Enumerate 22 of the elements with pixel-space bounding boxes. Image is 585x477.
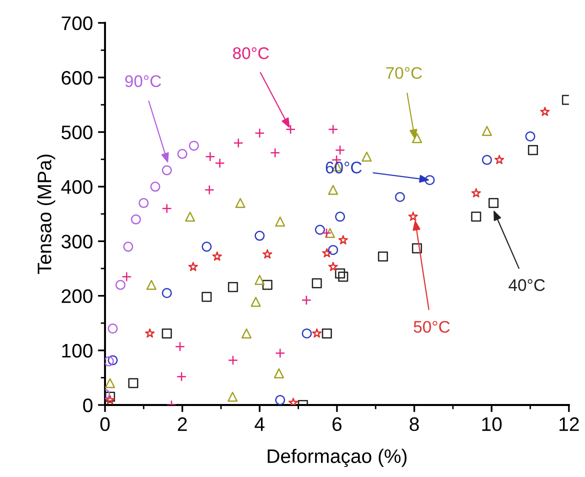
y-tick-label: 400	[61, 180, 92, 194]
x-tick-label: 12	[560, 417, 579, 431]
y-axis-title: Tensao (MPa)	[37, 154, 56, 274]
annotation: 80°C	[233, 47, 269, 60]
y-tick-label: 700	[62, 16, 92, 30]
annotation: 90°C	[125, 75, 162, 88]
annotation: 50°C	[414, 320, 450, 333]
x-axis-title: Deformaçao (%)	[268, 448, 407, 468]
x-tick-label: 4	[254, 417, 264, 431]
y-tick-label: 0	[83, 398, 92, 412]
y-tick-label: 200	[62, 289, 92, 304]
x-tick-label: 0	[100, 417, 110, 432]
y-tick-label: 500	[62, 126, 92, 140]
y-tick-label: 100	[62, 344, 92, 358]
annotation: 70°C	[386, 67, 422, 79]
y-tick-label: 300	[62, 234, 92, 248]
y-tick-label: 600	[62, 70, 92, 85]
x-tick-label: 6	[332, 417, 342, 432]
x-tick-label: 8	[410, 417, 419, 432]
x-tick-label: 2	[178, 417, 187, 431]
x-tick-label: 10	[482, 417, 502, 432]
annotation: 40°C	[508, 279, 545, 291]
